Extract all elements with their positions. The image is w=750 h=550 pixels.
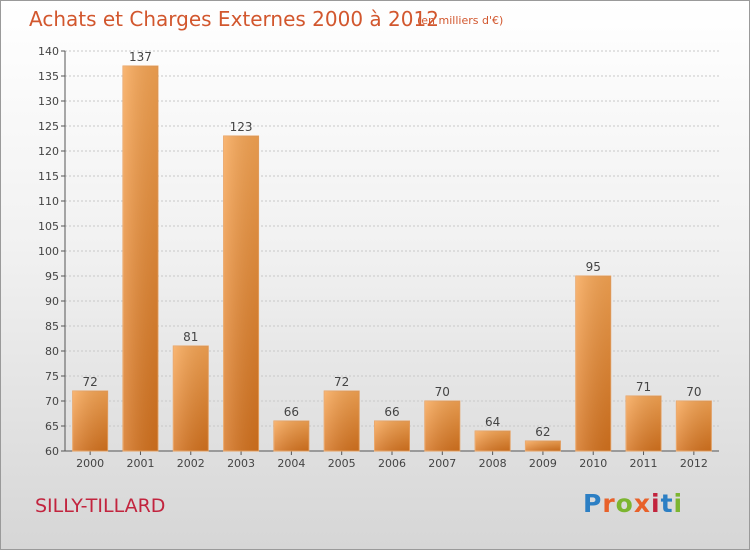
y-tick-label: 120 [38,145,59,158]
y-tick-label: 100 [38,245,59,258]
data-label: 66 [384,405,399,419]
axes [61,50,719,455]
y-tick-label: 60 [45,445,59,458]
y-tick-label: 135 [38,70,59,83]
y-tick-label: 110 [38,195,59,208]
data-label: 95 [586,260,601,274]
data-label: 72 [83,375,98,389]
data-label: 66 [284,405,299,419]
data-label: 137 [129,50,152,64]
bar-shade [374,421,410,451]
bar-shade [525,441,561,451]
chart-subtitle: (en milliers d'€) [417,14,504,27]
logo-letter: i [673,489,684,518]
y-tick-label: 105 [38,220,59,233]
y-tick-label: 75 [45,370,59,383]
logo-letter: o [615,489,634,518]
data-label: 72 [334,375,349,389]
bar-shade [475,431,511,451]
x-tick-label: 2004 [277,457,305,470]
data-label: 123 [230,120,253,134]
grid-lines [65,50,719,452]
logo-letter: i [651,489,661,518]
data-label: 64 [485,415,500,429]
bars [72,65,712,452]
bar-shade [122,66,158,451]
x-tick-label: 2005 [328,457,356,470]
y-tick-label: 115 [38,170,59,183]
y-tick-label: 85 [45,320,59,333]
bar-shade [72,391,108,451]
bar-shade [575,276,611,451]
x-tick-label: 2012 [680,457,708,470]
bar-shade [173,346,209,451]
x-tick-label: 2003 [227,457,255,470]
y-tick-label: 90 [45,295,59,308]
bar-shade [273,421,309,451]
proxiti-logo[interactable]: Proxiti [583,489,683,518]
logo-letter: x [633,489,651,518]
bar-shade [626,396,662,451]
x-tick-label: 2002 [177,457,205,470]
chart-title: Achats et Charges Externes 2000 à 2012 [29,7,439,31]
x-tick-label: 2008 [479,457,507,470]
x-tick-label: 2006 [378,457,406,470]
bar-shade [424,401,460,451]
logo-letter: r [602,489,616,518]
x-tick-label: 2001 [126,457,154,470]
bar-shade [324,391,360,451]
y-tick-label: 140 [38,45,59,58]
data-label: 70 [686,385,701,399]
x-tick-label: 2000 [76,457,104,470]
y-tick-label: 125 [38,120,59,133]
place-name: SILLY-TILLARD [35,495,166,517]
data-label: 81 [183,330,198,344]
y-tick-label: 130 [38,95,59,108]
labels: 60 65 70 75 80 85 90 95 100 105 110 115 120 125 130 135… [38,45,708,470]
y-tick-label: 70 [45,395,59,408]
bar-shade [223,136,259,451]
y-tick-label: 95 [45,270,59,283]
data-label: 71 [636,380,651,394]
y-tick-label: 65 [45,420,59,433]
logo-letter: P [583,489,603,518]
logo-letter: t [660,489,674,518]
bar-shade [676,401,712,451]
x-tick-label: 2010 [579,457,607,470]
data-label: 62 [535,425,550,439]
y-tick-label: 80 [45,345,59,358]
data-label: 70 [435,385,450,399]
x-tick-label: 2011 [630,457,658,470]
x-tick-label: 2007 [428,457,456,470]
x-tick-label: 2009 [529,457,557,470]
